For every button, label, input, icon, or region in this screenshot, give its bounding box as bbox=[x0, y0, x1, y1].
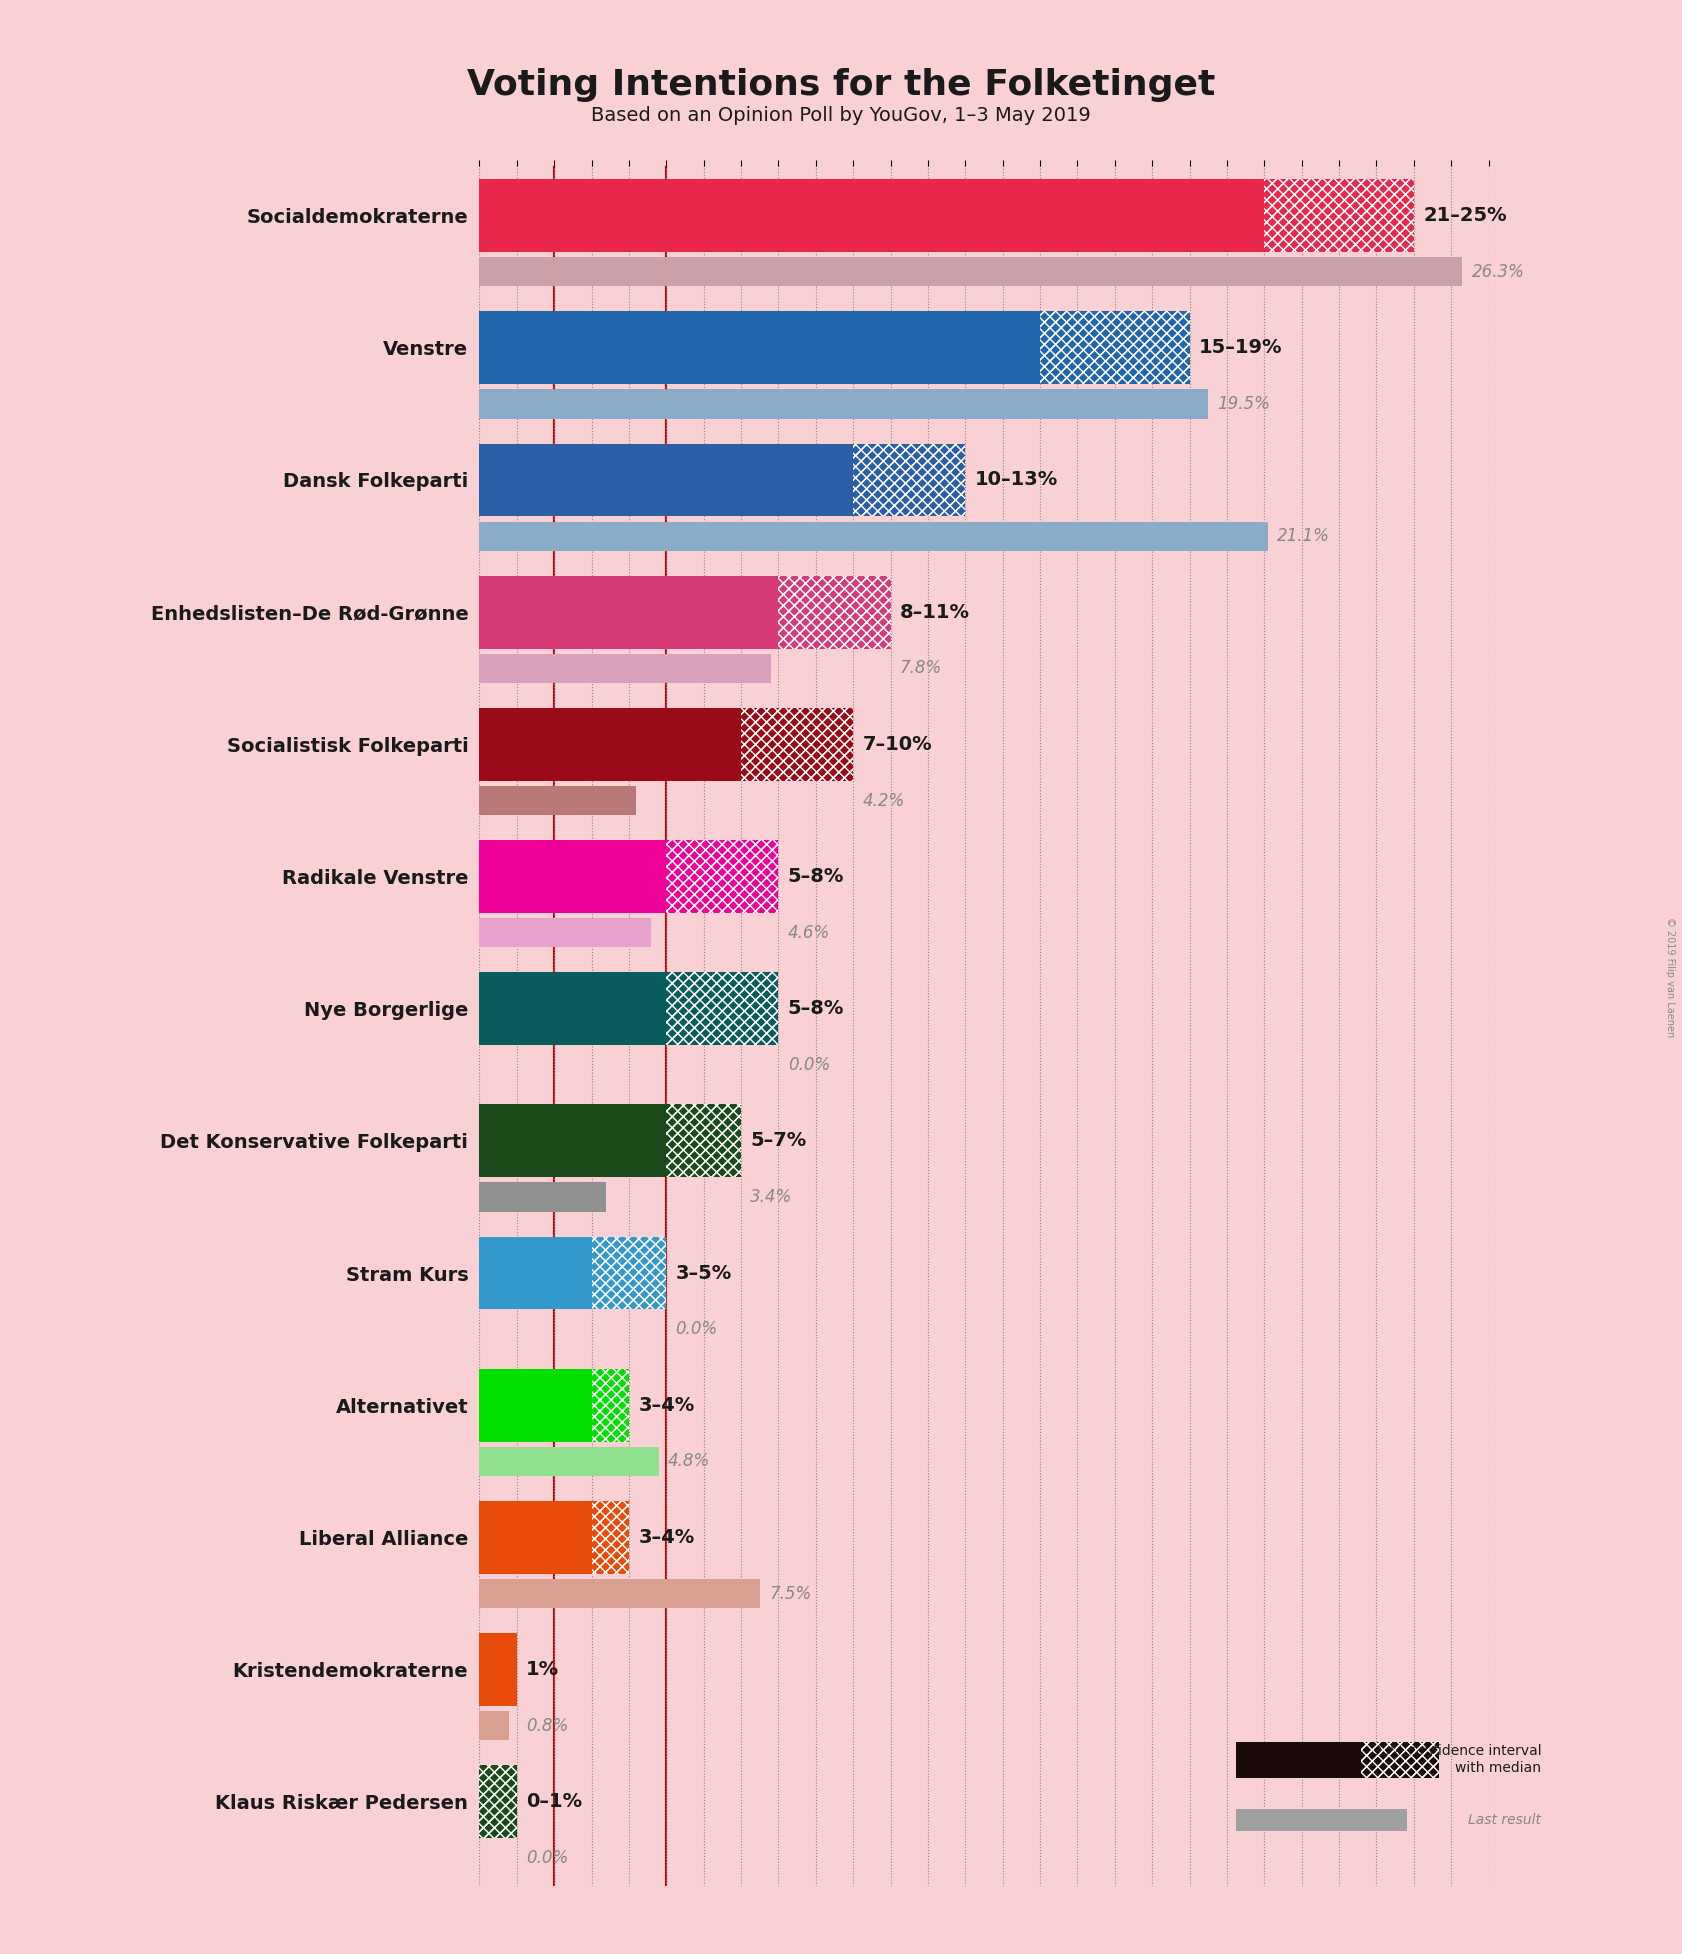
Bar bbox=[592, 1370, 629, 1442]
Bar bbox=[592, 1501, 629, 1573]
Bar bbox=[592, 1370, 629, 1442]
Bar bbox=[479, 1237, 592, 1309]
Bar bbox=[742, 707, 853, 782]
Text: 0.8%: 0.8% bbox=[526, 1718, 569, 1735]
Bar bbox=[479, 1764, 516, 1839]
Text: 3–4%: 3–4% bbox=[637, 1395, 695, 1415]
Text: 10–13%: 10–13% bbox=[974, 471, 1058, 490]
Text: 3.4%: 3.4% bbox=[750, 1188, 792, 1206]
Bar bbox=[1265, 180, 1415, 252]
Text: 21.1%: 21.1% bbox=[1277, 528, 1330, 545]
Bar bbox=[666, 973, 779, 1045]
Text: Last result: Last result bbox=[1468, 1813, 1541, 1827]
Bar bbox=[479, 1501, 592, 1573]
Text: 26.3%: 26.3% bbox=[1472, 264, 1524, 281]
Bar bbox=[479, 1764, 516, 1839]
Text: 4.6%: 4.6% bbox=[787, 924, 829, 942]
Bar bbox=[1039, 311, 1189, 385]
Bar bbox=[742, 707, 853, 782]
Bar bbox=[853, 444, 965, 516]
Text: 0.0%: 0.0% bbox=[787, 1055, 829, 1075]
Bar bbox=[479, 1182, 607, 1211]
Text: 4.2%: 4.2% bbox=[863, 791, 905, 809]
Bar bbox=[592, 1237, 666, 1309]
Text: 95% confidence interval
with median: 95% confidence interval with median bbox=[1373, 1745, 1541, 1774]
Bar bbox=[666, 1104, 742, 1176]
Bar bbox=[479, 1446, 659, 1475]
Bar bbox=[1236, 1809, 1408, 1831]
Bar bbox=[666, 973, 779, 1045]
Bar bbox=[1236, 1741, 1361, 1778]
Text: © 2019 Filip van Laenen: © 2019 Filip van Laenen bbox=[1665, 916, 1675, 1038]
Text: 15–19%: 15–19% bbox=[1199, 338, 1282, 358]
Text: 3–4%: 3–4% bbox=[637, 1528, 695, 1548]
Bar bbox=[479, 258, 1462, 287]
Text: 5–8%: 5–8% bbox=[787, 868, 844, 885]
Text: 4.8%: 4.8% bbox=[668, 1452, 710, 1469]
Text: 21–25%: 21–25% bbox=[1423, 207, 1507, 225]
Bar bbox=[1265, 180, 1415, 252]
Bar bbox=[479, 1634, 516, 1706]
Bar bbox=[479, 1764, 516, 1839]
Bar bbox=[592, 1370, 629, 1442]
Bar bbox=[779, 576, 890, 649]
Text: 8–11%: 8–11% bbox=[900, 602, 971, 621]
Bar bbox=[779, 576, 890, 649]
Bar bbox=[1361, 1741, 1438, 1778]
Bar bbox=[853, 444, 965, 516]
Bar bbox=[666, 840, 779, 913]
Bar bbox=[1039, 311, 1189, 385]
Bar bbox=[666, 840, 779, 913]
Text: 7–10%: 7–10% bbox=[863, 735, 932, 754]
Bar bbox=[742, 707, 853, 782]
Bar bbox=[479, 1579, 760, 1608]
Bar bbox=[479, 707, 742, 782]
Bar bbox=[479, 655, 770, 682]
Bar bbox=[666, 973, 779, 1045]
Text: 5–7%: 5–7% bbox=[750, 1131, 807, 1151]
Text: 0.0%: 0.0% bbox=[526, 1848, 569, 1866]
Bar bbox=[479, 1104, 666, 1176]
Text: 19.5%: 19.5% bbox=[1218, 395, 1270, 412]
Text: Based on an Opinion Poll by YouGov, 1–3 May 2019: Based on an Opinion Poll by YouGov, 1–3 … bbox=[590, 106, 1092, 125]
Bar bbox=[479, 786, 636, 815]
Bar bbox=[479, 389, 1208, 418]
Text: Voting Intentions for the Folketinget: Voting Intentions for the Folketinget bbox=[468, 68, 1214, 102]
Text: 0.0%: 0.0% bbox=[676, 1321, 718, 1338]
Text: 3–5%: 3–5% bbox=[676, 1264, 732, 1282]
Bar bbox=[1039, 311, 1189, 385]
Bar bbox=[479, 444, 853, 516]
Text: 7.8%: 7.8% bbox=[900, 658, 942, 678]
Text: 0–1%: 0–1% bbox=[526, 1792, 582, 1811]
Bar bbox=[1361, 1741, 1438, 1778]
Bar bbox=[479, 840, 666, 913]
Bar bbox=[479, 180, 1265, 252]
Text: 7.5%: 7.5% bbox=[769, 1585, 811, 1602]
Bar bbox=[853, 444, 965, 516]
Text: 5–8%: 5–8% bbox=[787, 998, 844, 1018]
Bar bbox=[479, 918, 651, 948]
Bar bbox=[479, 576, 779, 649]
Bar bbox=[1265, 180, 1415, 252]
Bar bbox=[479, 1712, 510, 1741]
Text: 1%: 1% bbox=[526, 1661, 558, 1678]
Bar bbox=[592, 1501, 629, 1573]
Bar bbox=[479, 311, 1039, 385]
Bar bbox=[666, 1104, 742, 1176]
Bar bbox=[592, 1237, 666, 1309]
Bar bbox=[666, 840, 779, 913]
Bar bbox=[592, 1237, 666, 1309]
Bar bbox=[592, 1501, 629, 1573]
Bar bbox=[479, 1370, 592, 1442]
Bar bbox=[479, 522, 1268, 551]
Bar bbox=[479, 973, 666, 1045]
Bar bbox=[666, 1104, 742, 1176]
Bar bbox=[779, 576, 890, 649]
